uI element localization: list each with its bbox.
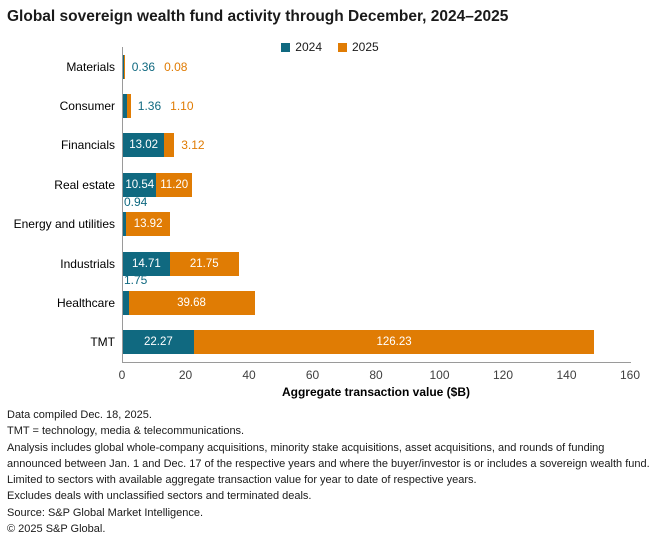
stacked-bar: 14.71 21.75 <box>123 251 239 276</box>
category-label: Energy and utilities <box>13 217 115 232</box>
value-label-inside: 22.27 <box>143 336 173 349</box>
bar-segment-2025: 11.20 <box>156 172 192 197</box>
stacked-bar: 22.27 126.23 <box>123 330 595 355</box>
value-label-outside: 0.08 <box>164 59 188 74</box>
category-label: Real estate <box>54 177 115 192</box>
value-label-inside: 10.54 <box>125 178 155 191</box>
legend: 2024 2025 <box>0 40 660 54</box>
bar-segment-2025 <box>127 94 131 119</box>
chart-row: Consumer 1.36 1.10 <box>60 86 631 125</box>
value-label-outside: 1.36 <box>137 99 162 114</box>
footnote-line: Excludes deals with unclassified sectors… <box>7 490 312 503</box>
chart-row: Energy and utilities 0.94 13.92 <box>14 196 631 244</box>
stacked-bar: 39.68 <box>123 290 255 315</box>
chart-row: Materials 0.36 0.08 <box>66 47 631 86</box>
chart-row: Financials 13.02 3.12 <box>61 126 631 165</box>
footnote-line: TMT = technology, media & telecommunicat… <box>7 425 245 438</box>
value-labels-outside: 3.12 <box>181 126 204 165</box>
chart-row: TMT 22.27 126.23 <box>90 323 631 362</box>
x-tick-label: 40 <box>242 368 256 382</box>
x-tick-label: 100 <box>429 368 450 382</box>
chart-row: Real estate 10.54 11.20 <box>54 165 631 204</box>
x-tick-label: 160 <box>619 368 641 382</box>
x-tick-label: 0 <box>118 368 126 382</box>
bar-segment-2024 <box>123 290 129 315</box>
bar-segment-2025 <box>164 133 175 158</box>
legend-swatch-2025-icon <box>338 42 347 52</box>
bar-segment-2024: 22.27 <box>123 330 194 355</box>
legend-swatch-2024-icon <box>281 42 291 52</box>
bar-segment-2024: 10.54 <box>123 172 157 197</box>
bar-segment-2024: 14.71 <box>123 251 170 276</box>
chart-title: Global sovereign wealth fund activity th… <box>7 8 509 25</box>
bar-segment-2024 <box>123 212 126 237</box>
value-labels-outside: 0.36 0.08 <box>132 47 188 86</box>
category-label: TMT <box>90 335 115 350</box>
footnote-line: Data compiled Dec. 18, 2025. <box>7 409 152 421</box>
footnotes: Data compiled Dec. 18, 2025. TMT = techno… <box>7 407 653 537</box>
value-label-inside: 13.02 <box>129 139 159 152</box>
value-label-above: 0.94 <box>124 194 148 209</box>
footnote-line: Analysis includes global whole-company a… <box>7 441 650 470</box>
x-tick-label: 20 <box>178 368 193 382</box>
category-label: Materials <box>66 59 115 74</box>
value-label-inside: 11.20 <box>160 178 189 191</box>
value-label-inside: 21.75 <box>189 257 219 270</box>
category-label: Industrials <box>60 256 115 271</box>
chart-row: Healthcare 1.75 39.68 <box>57 274 631 322</box>
bar-segment-2025: 13.92 <box>125 212 171 237</box>
category-label: Healthcare <box>56 295 115 310</box>
stacked-bar: 13.02 <box>123 133 175 158</box>
stacked-bar: 10.54 11.20 <box>123 172 192 197</box>
value-label-inside: 13.92 <box>133 218 163 231</box>
value-label-above: 1.75 <box>124 273 148 288</box>
value-label-outside: 1.10 <box>170 99 194 114</box>
value-label-inside: 126.23 <box>376 336 412 349</box>
footnote-line: Source: S&P Global Market Intelligence. <box>7 506 204 519</box>
bar-segment-2025: 39.68 <box>128 290 255 315</box>
x-tick-label: 80 <box>369 368 383 382</box>
bar-segment-2025 <box>124 54 125 79</box>
legend-item-2025: 2025 <box>338 40 379 54</box>
bar-segment-2025: 126.23 <box>193 330 595 355</box>
stacked-bar <box>123 54 125 79</box>
bar-segment-2025: 21.75 <box>169 251 239 276</box>
x-tick-label: 60 <box>305 368 320 382</box>
legend-label-2025: 2025 <box>352 40 379 54</box>
footnote-line: Limited to sectors with available aggreg… <box>7 474 477 487</box>
stacked-bar: 13.92 <box>123 212 171 237</box>
bar-segment-2024 <box>123 54 125 79</box>
bar-segment-2024 <box>123 94 128 119</box>
value-label-inside: 14.71 <box>131 257 161 270</box>
category-label: Consumer <box>59 99 115 114</box>
x-axis: 0 20 40 60 80 100 120 140 160 <box>118 368 640 382</box>
category-label: Financials <box>60 138 115 153</box>
value-label-outside: 3.12 <box>181 138 205 153</box>
x-tick-label: 140 <box>556 368 577 382</box>
value-label-inside: 39.68 <box>177 296 206 309</box>
plot-area: Materials 0.36 0.08 Consumer 1.36 1.10 Financi… <box>14 47 631 363</box>
chart-row: Industrials 14.71 21.75 <box>60 244 631 283</box>
x-tick-label: 120 <box>492 368 514 382</box>
legend-item-2024: 2024 <box>281 40 322 54</box>
bar-segment-2024: 13.02 <box>123 133 165 158</box>
legend-label-2024: 2024 <box>295 40 322 54</box>
value-label-outside: 0.36 <box>131 59 156 74</box>
value-labels-outside: 1.36 1.10 <box>138 86 194 125</box>
stacked-bar <box>123 94 131 119</box>
footnote-line: © 2025 S&P Global. <box>7 523 106 536</box>
x-axis-label: Aggregate transaction value ($B) <box>281 385 471 399</box>
